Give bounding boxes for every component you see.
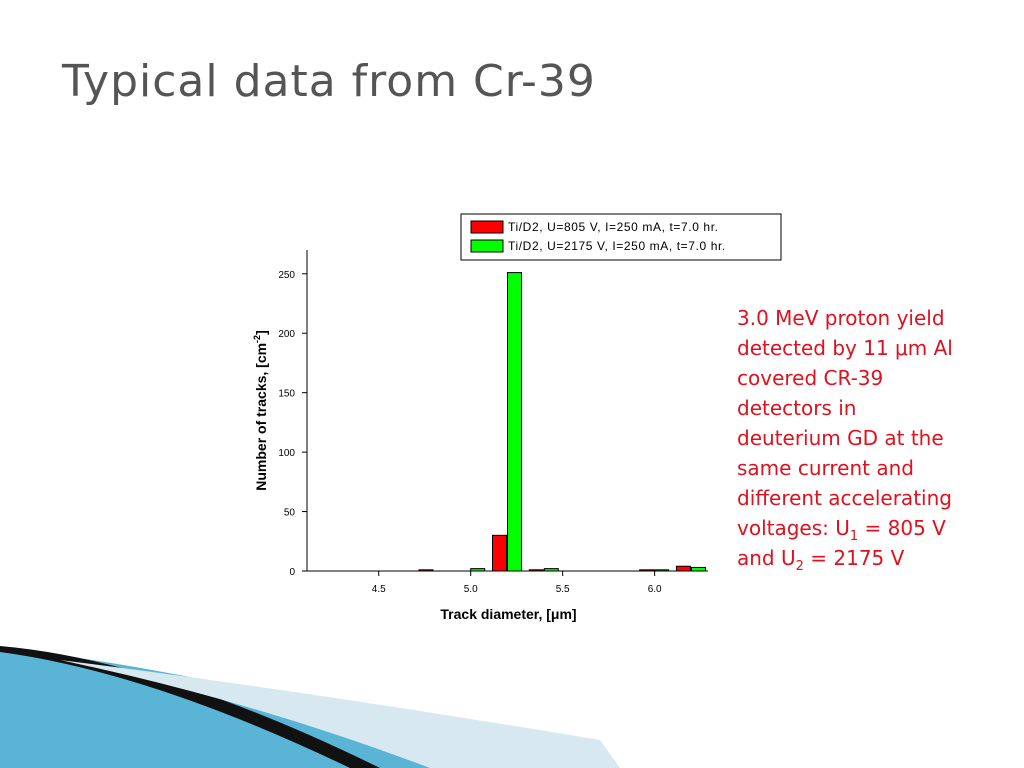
y-tick-label: 100 <box>278 448 295 459</box>
legend-label: Ti/D2, U=2175 V, I=250 mA, t=7.0 hr. <box>508 239 726 253</box>
subscript: 1 <box>849 529 859 544</box>
x-tick-label: 5.5 <box>556 584 570 595</box>
x-tick-label: 5.0 <box>464 584 478 595</box>
x-axis-label: Track diameter, [μm] <box>440 606 576 622</box>
bar <box>470 568 486 572</box>
y-tick-label: 0 <box>289 567 295 578</box>
note-text: 3.0 MeV proton yield detected by 11 μm A… <box>737 306 953 540</box>
y-tick-label: 250 <box>278 270 295 281</box>
superscript: -2 <box>252 335 262 343</box>
note-text: = 805 V and U <box>737 516 946 570</box>
decoration <box>0 646 620 768</box>
legend-swatch <box>470 220 504 234</box>
bar <box>639 569 655 572</box>
bar <box>543 568 559 572</box>
bar <box>492 534 507 572</box>
bar <box>690 566 706 572</box>
note-text: = 2175 V <box>803 546 905 570</box>
legend-label: Ti/D2, U=805 V, I=250 mA, t=7.0 hr. <box>508 220 719 234</box>
x-tick-label: 4.5 <box>372 584 386 595</box>
legend-box <box>460 213 782 261</box>
y-tick-label: 50 <box>284 508 296 519</box>
y-tick-label: 200 <box>278 329 295 340</box>
bar <box>507 272 522 572</box>
x-tick-label: 6.0 <box>648 584 662 595</box>
bar <box>418 569 434 572</box>
subscript: 2 <box>795 559 804 574</box>
bar <box>528 569 544 572</box>
bar <box>654 569 670 572</box>
legend-swatch <box>470 239 504 253</box>
y-tick-label: 150 <box>278 389 295 400</box>
note: 3.0 MeV proton yield detected by 11 μm A… <box>737 303 959 573</box>
y-axis-label: Number of tracks, [cm-2] <box>252 330 269 491</box>
y-axis-label-part: ] <box>253 330 269 335</box>
bar <box>675 565 691 572</box>
slide-title: Typical data from Cr-39 <box>62 56 596 107</box>
y-axis-label-part: Number of tracks, [cm <box>253 343 269 491</box>
